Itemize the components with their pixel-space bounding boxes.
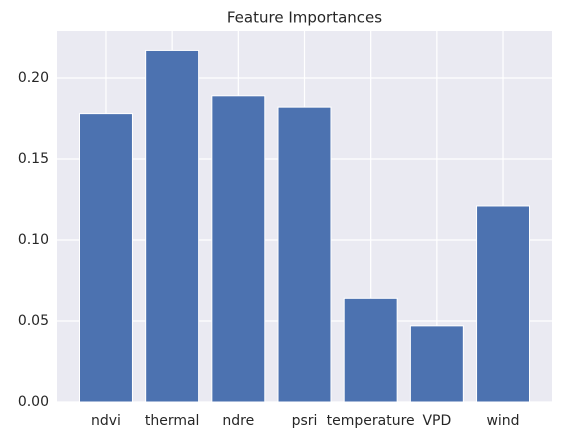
x-tick-label: wind <box>486 413 519 429</box>
y-tick-label: 0.10 <box>18 232 49 248</box>
x-tick-label: VPD <box>422 413 451 429</box>
y-tick-label: 0.00 <box>18 394 49 410</box>
chart-title: Feature Importances <box>227 9 382 27</box>
bar <box>409 325 464 403</box>
x-tick-label: psri <box>292 413 318 429</box>
bar <box>343 297 398 403</box>
y-tick-label: 0.20 <box>18 70 49 86</box>
x-tick-label: ndre <box>222 413 254 429</box>
bar <box>145 49 200 403</box>
bar <box>277 106 332 403</box>
y-tick-label: 0.15 <box>18 151 49 167</box>
x-tick-label: temperature <box>327 413 415 429</box>
y-tick-label: 0.05 <box>18 313 49 329</box>
bar <box>211 95 266 403</box>
bar <box>476 205 531 403</box>
bar <box>79 113 133 403</box>
x-tick-label: ndvi <box>91 413 121 429</box>
x-tick-label: thermal <box>145 413 200 429</box>
